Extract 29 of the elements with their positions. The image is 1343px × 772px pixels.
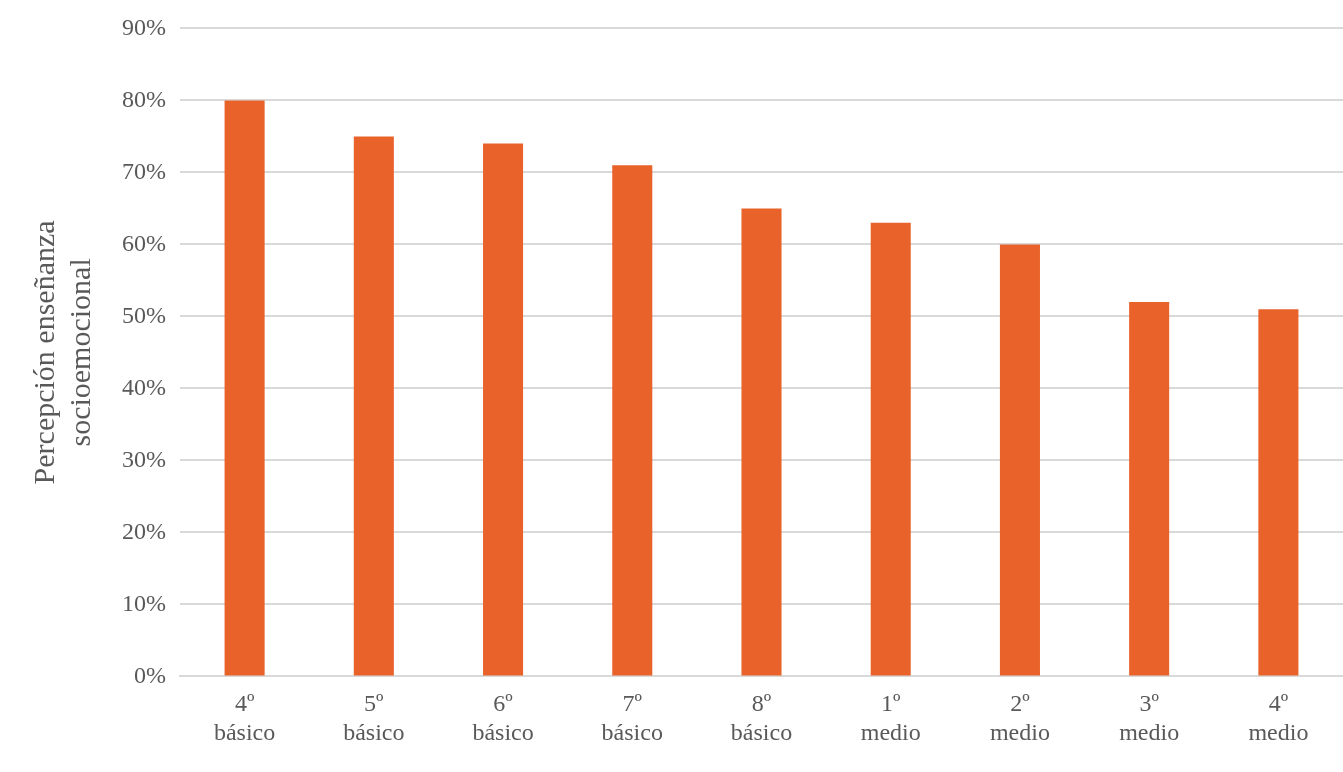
bar	[741, 208, 782, 676]
bar	[224, 100, 265, 676]
bar	[483, 143, 524, 676]
y-tick-label: 40%	[121, 373, 166, 400]
y-axis-title: Percepción enseñanza socioemocional	[26, 220, 96, 485]
x-tick-label: 6º básico	[472, 690, 534, 745]
y-tick-label: 30%	[121, 445, 166, 472]
x-tick-label: 4º medio	[1248, 690, 1309, 745]
bar	[612, 165, 653, 676]
bar	[353, 136, 394, 676]
x-tick-label: 8º básico	[730, 690, 793, 745]
bar	[999, 244, 1040, 676]
x-tick-label: 1º medio	[860, 690, 921, 745]
y-tick-label: 20%	[121, 517, 166, 544]
y-tick-label: 10%	[121, 589, 166, 616]
x-tick-label: 7º básico	[601, 690, 663, 745]
y-tick-label: 80%	[121, 85, 166, 112]
y-tick-label: 70%	[121, 157, 166, 184]
bar	[870, 222, 911, 676]
y-tick-label: 50%	[121, 301, 166, 328]
y-tick-label: 90%	[121, 13, 166, 40]
bar	[1258, 309, 1299, 676]
x-tick-label: 3º medio	[1119, 690, 1180, 745]
x-tick-label: 2º medio	[989, 690, 1050, 745]
x-tick-label: 5º básico	[343, 690, 405, 745]
y-tick-label: 0%	[133, 661, 166, 688]
x-tick-label: 4º básico	[213, 690, 276, 745]
y-tick-label: 60%	[121, 229, 166, 256]
bar	[1129, 302, 1170, 676]
